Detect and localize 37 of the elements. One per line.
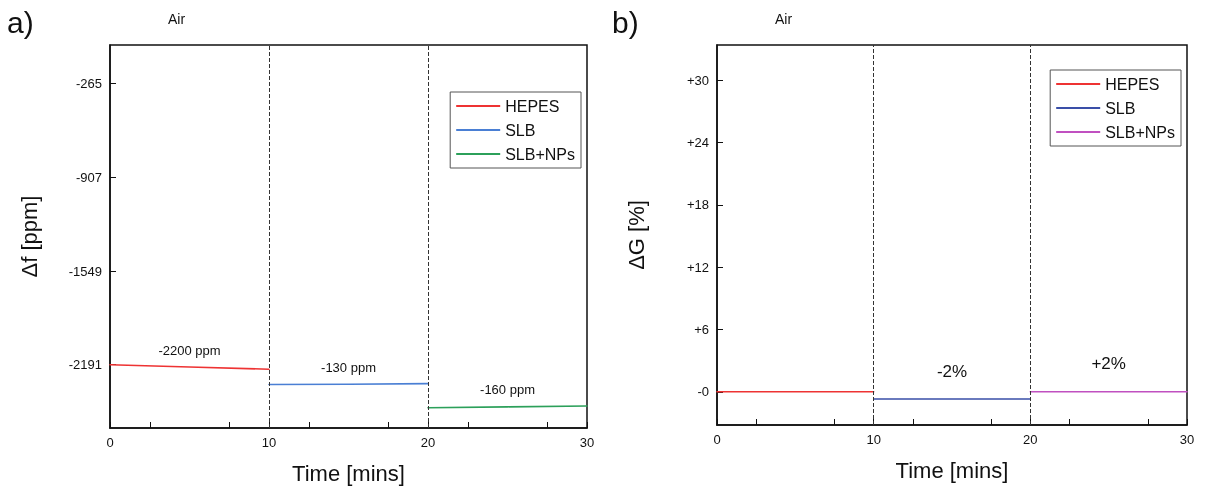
legend-label: HEPES (1105, 75, 1160, 93)
y-tick-label: +12 (686, 259, 709, 275)
text: Air (775, 11, 793, 27)
legend-label: SLB (1105, 99, 1136, 117)
annotation: +2% (1091, 354, 1126, 374)
legend-label: SLB+NPs (1105, 123, 1175, 141)
x-axis-title: Time [mins] (895, 457, 1009, 483)
legend-label: HEPES (505, 97, 560, 115)
x-tick-label: 0 (713, 432, 721, 447)
y-tick-label: -907 (75, 169, 102, 185)
chart-title: b) (612, 5, 639, 39)
x-tick-label: 20 (1023, 432, 1038, 447)
legend-label: SLB (505, 121, 536, 139)
annotation: -130 ppm (321, 359, 376, 375)
y-tick-label: +24 (686, 135, 709, 151)
x-axis-title: Time [mins] (292, 460, 405, 486)
x-tick-label: 10 (866, 432, 881, 447)
y-tick-label: +6 (694, 321, 709, 337)
y-tick-label: -2191 (68, 357, 102, 373)
legend-label: SLB+NPs (505, 145, 575, 163)
y-axis-title: Δf [ppm] (16, 195, 42, 278)
chart-title: a) (7, 5, 34, 39)
annotation: -2200 ppm (158, 342, 221, 358)
x-tick-label: 30 (579, 435, 595, 450)
y-tick-label: -265 (75, 76, 102, 92)
x-tick-label: 10 (261, 435, 277, 450)
text: Air (168, 11, 186, 27)
y-tick-label: +30 (686, 72, 709, 88)
y-axis-title: ΔG [%] (623, 200, 649, 270)
y-tick-label: -0 (697, 384, 709, 400)
y-tick-label: +18 (686, 197, 709, 213)
x-tick-label: 30 (1179, 432, 1195, 447)
annotation: -2% (936, 361, 968, 381)
annotation: -160 ppm (480, 382, 535, 398)
x-tick-label: 20 (420, 435, 436, 450)
y-tick-label: -1549 (68, 263, 102, 279)
x-tick-label: 0 (106, 435, 114, 450)
